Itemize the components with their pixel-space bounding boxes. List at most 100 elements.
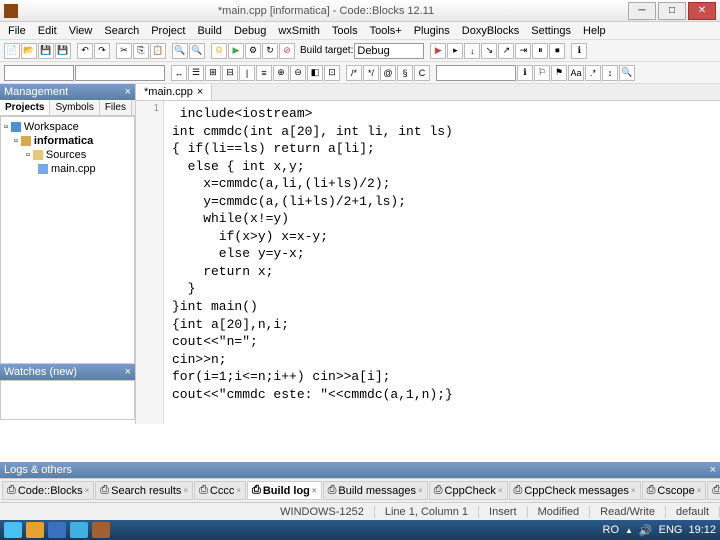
- menu-file[interactable]: File: [2, 23, 32, 39]
- tb2-icon[interactable]: §: [397, 65, 413, 81]
- undo-icon[interactable]: ↶: [77, 43, 93, 59]
- tab-files[interactable]: Files: [100, 100, 132, 115]
- build-icon[interactable]: ⚙: [211, 43, 227, 59]
- maximize-button[interactable]: □: [658, 2, 686, 20]
- stop-icon[interactable]: ⏹: [549, 43, 565, 59]
- redo-icon[interactable]: ↷: [94, 43, 110, 59]
- tb2-icon[interactable]: |: [239, 65, 255, 81]
- tb2-icon[interactable]: ☰: [188, 65, 204, 81]
- menu-wxsmith[interactable]: wxSmith: [272, 23, 326, 39]
- menu-project[interactable]: Project: [145, 23, 191, 39]
- tb2-icon[interactable]: Aa: [568, 65, 584, 81]
- scope-combo[interactable]: [4, 65, 74, 81]
- tb2-icon[interactable]: /*: [346, 65, 362, 81]
- func-combo[interactable]: [75, 65, 165, 81]
- break-icon[interactable]: ⏸: [532, 43, 548, 59]
- watches-body[interactable]: [0, 380, 135, 420]
- tb2-icon[interactable]: ⊡: [324, 65, 340, 81]
- taskbar-app[interactable]: [26, 522, 44, 538]
- tb2-icon[interactable]: ⊞: [205, 65, 221, 81]
- menu-debug[interactable]: Debug: [228, 23, 272, 39]
- cut-icon[interactable]: ✂: [116, 43, 132, 59]
- project-tree[interactable]: ▫Workspace ▫informatica ▫Sources main.cp…: [0, 116, 135, 364]
- bottom-tab[interactable]: ⎙CppCheck×: [429, 481, 508, 500]
- close-icon[interactable]: ×: [125, 366, 131, 378]
- tab-projects[interactable]: Projects: [0, 100, 50, 115]
- editor-tab[interactable]: *main.cpp×: [136, 84, 212, 100]
- taskbar-app[interactable]: [48, 522, 66, 538]
- copy-icon[interactable]: ⎘: [133, 43, 149, 59]
- menu-search[interactable]: Search: [98, 23, 145, 39]
- close-icon[interactable]: ×: [710, 464, 716, 476]
- tree-file[interactable]: main.cpp: [4, 162, 131, 176]
- save-icon[interactable]: 💾: [38, 43, 54, 59]
- tab-symbols[interactable]: Symbols: [50, 100, 99, 115]
- run-icon[interactable]: ▶: [228, 43, 244, 59]
- tb2-icon[interactable]: ⊟: [222, 65, 238, 81]
- run-cursor-icon[interactable]: ▸: [447, 43, 463, 59]
- bottom-tab[interactable]: ⎙Search results×: [95, 481, 193, 500]
- next-line-icon[interactable]: ↓: [464, 43, 480, 59]
- paste-icon[interactable]: 📋: [150, 43, 166, 59]
- bottom-tab[interactable]: ⎙Code::Blocks×: [2, 481, 94, 500]
- tb2-icon[interactable]: ⊕: [273, 65, 289, 81]
- menu-help[interactable]: Help: [577, 23, 612, 39]
- rebuild-icon[interactable]: ↻: [262, 43, 278, 59]
- bottom-tab[interactable]: ⎙Build log×: [247, 481, 322, 500]
- build-run-icon[interactable]: ⚙: [245, 43, 261, 59]
- tb2-icon[interactable]: ⚑: [551, 65, 567, 81]
- menu-build[interactable]: Build: [191, 23, 227, 39]
- tb2-icon[interactable]: ↕: [602, 65, 618, 81]
- tb2-icon[interactable]: .*: [585, 65, 601, 81]
- tb2-icon[interactable]: C: [414, 65, 430, 81]
- new-file-icon[interactable]: 📄: [4, 43, 20, 59]
- tray-keymap[interactable]: ENG: [659, 524, 683, 536]
- close-button[interactable]: ✕: [688, 2, 716, 20]
- code-editor[interactable]: include<iostream> int cmmdc(int a[20], i…: [164, 101, 720, 424]
- save-all-icon[interactable]: 💾: [55, 43, 71, 59]
- close-icon[interactable]: ×: [125, 86, 131, 98]
- start-button[interactable]: [4, 522, 22, 538]
- step-out-icon[interactable]: ↗: [498, 43, 514, 59]
- replace-icon[interactable]: 🔍: [189, 43, 205, 59]
- tb2-icon[interactable]: ↔: [171, 65, 187, 81]
- next-instr-icon[interactable]: ⇥: [515, 43, 531, 59]
- taskbar[interactable]: RO ▲ 🔊 ENG 19:12: [0, 520, 720, 540]
- info-icon[interactable]: ℹ: [571, 43, 587, 59]
- menu-edit[interactable]: Edit: [32, 23, 63, 39]
- open-icon[interactable]: 📂: [21, 43, 37, 59]
- menu-tools+[interactable]: Tools+: [364, 23, 408, 39]
- tree-project[interactable]: ▫informatica: [4, 134, 131, 148]
- close-icon[interactable]: ×: [197, 86, 203, 98]
- tb2-icon[interactable]: ⚐: [534, 65, 550, 81]
- bottom-tab[interactable]: ⎙CppCheck messages×: [509, 481, 641, 500]
- tb2-icon[interactable]: @: [380, 65, 396, 81]
- find-icon[interactable]: 🔍: [172, 43, 188, 59]
- menu-tools[interactable]: Tools: [326, 23, 364, 39]
- bottom-tab[interactable]: ⎙Cscope×: [642, 481, 707, 500]
- menu-plugins[interactable]: Plugins: [408, 23, 456, 39]
- tb2-icon[interactable]: ≡: [256, 65, 272, 81]
- step-into-icon[interactable]: ↘: [481, 43, 497, 59]
- menu-doxyblocks[interactable]: DoxyBlocks: [456, 23, 525, 39]
- menu-view[interactable]: View: [63, 23, 99, 39]
- tree-workspace[interactable]: ▫Workspace: [4, 120, 131, 134]
- tray-lang[interactable]: RO: [603, 524, 620, 536]
- debug-icon[interactable]: ▶: [430, 43, 446, 59]
- menu-settings[interactable]: Settings: [525, 23, 577, 39]
- search-combo[interactable]: [436, 65, 516, 81]
- taskbar-app[interactable]: [70, 522, 88, 538]
- tb2-icon[interactable]: 🔍: [619, 65, 635, 81]
- bottom-tab[interactable]: ⎙Cccc×: [194, 481, 246, 500]
- bottom-tab[interactable]: ⎙Debugger×: [707, 481, 720, 500]
- build-target-combo[interactable]: Debug: [354, 43, 424, 59]
- tb2-icon[interactable]: */: [363, 65, 379, 81]
- tb2-icon[interactable]: ◧: [307, 65, 323, 81]
- tb2-icon[interactable]: ⊖: [290, 65, 306, 81]
- taskbar-app[interactable]: [92, 522, 110, 538]
- bottom-tab[interactable]: ⎙Build messages×: [323, 481, 428, 500]
- tree-sources[interactable]: ▫Sources: [4, 148, 131, 162]
- tb2-icon[interactable]: ℹ: [517, 65, 533, 81]
- minimize-button[interactable]: ─: [628, 2, 656, 20]
- abort-icon[interactable]: ⊘: [279, 43, 295, 59]
